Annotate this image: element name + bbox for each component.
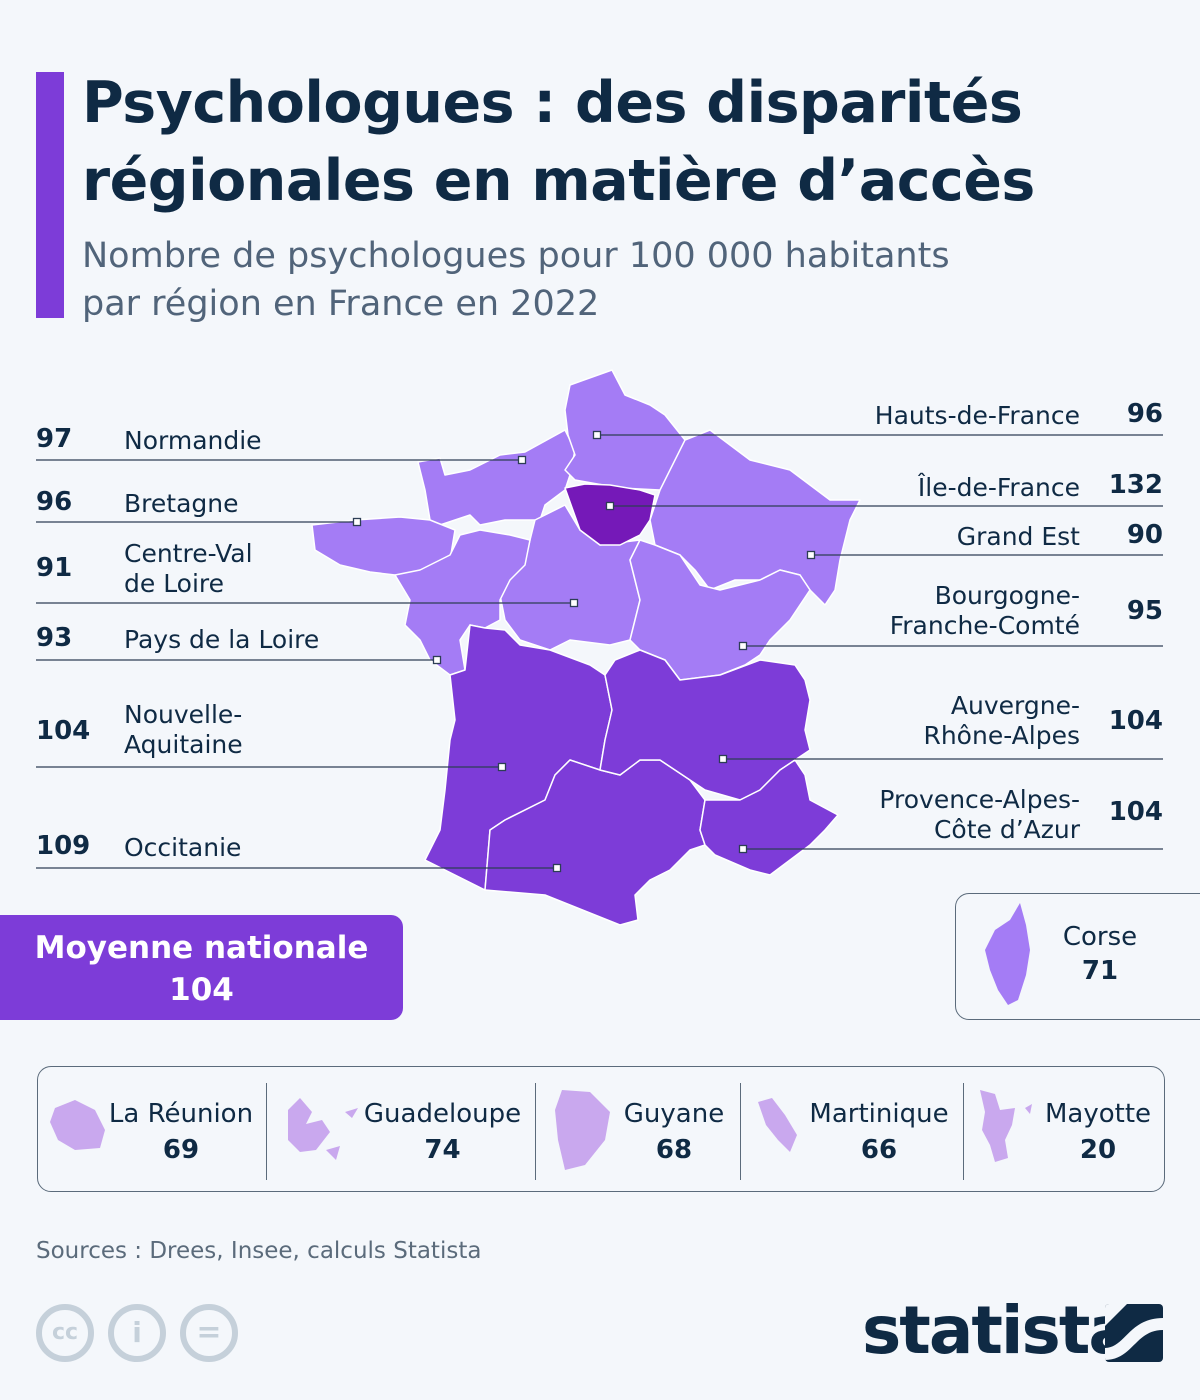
label-line: Bourgogne- xyxy=(934,581,1080,610)
marker-nouvelle-aquitaine xyxy=(497,762,507,772)
label-pays-de-la-loire: Pays de la Loire xyxy=(124,625,320,654)
label-line: de Loire xyxy=(124,569,225,598)
overseas-value: 74 xyxy=(424,1135,461,1165)
subtitle-line-2: par région en France en 2022 xyxy=(82,284,600,324)
national-average-label: Moyenne nationale xyxy=(34,930,369,966)
statista-logo[interactable]: statista xyxy=(862,1292,1133,1369)
overseas-value: 20 xyxy=(1079,1135,1117,1165)
title-line-2: régionales en matière d’accès xyxy=(82,148,1035,214)
label-occitanie: Occitanie xyxy=(124,833,242,862)
label-normandie: Normandie xyxy=(124,426,262,455)
overseas-name: Martinique xyxy=(809,1099,949,1129)
source-note: Sources : Drees, Insee, calculs Statista xyxy=(36,1238,482,1264)
subtitle-line-1: Nombre de psychologues pour 100 000 habi… xyxy=(82,236,950,276)
label-nouvelle-aquitaine: Nouvelle- Aquitaine xyxy=(124,700,243,760)
marker-grand-est xyxy=(806,550,816,560)
marker-bretagne xyxy=(352,517,362,527)
overseas-name: Mayotte xyxy=(1044,1099,1152,1129)
divider xyxy=(535,1083,536,1180)
national-average-value: 104 xyxy=(169,972,234,1008)
value-bourgogne: 95 xyxy=(1126,596,1163,626)
label-line: Centre-Val xyxy=(124,539,253,568)
divider xyxy=(266,1083,267,1180)
label-hauts-de-france: Hauts-de-France xyxy=(874,401,1080,430)
no-derivatives-icon[interactable]: = xyxy=(180,1304,238,1362)
overseas-name: La Réunion xyxy=(108,1099,254,1129)
accent-bar xyxy=(36,72,64,318)
corse-value: 71 xyxy=(1081,956,1119,986)
overseas-value: 69 xyxy=(162,1135,200,1165)
label-line: Aquitaine xyxy=(124,730,243,759)
region-bourgogne-franche-comte xyxy=(629,539,811,681)
marker-paca xyxy=(738,844,748,854)
value-pays-de-la-loire: 93 xyxy=(36,623,73,653)
overseas-box xyxy=(37,1066,1165,1192)
value-normandie: 97 xyxy=(36,424,73,454)
marker-bourgogne xyxy=(738,641,748,651)
label-line: Nouvelle- xyxy=(124,700,243,729)
value-grand-est: 90 xyxy=(1126,520,1163,550)
marker-occitanie xyxy=(552,863,562,873)
label-paca: Provence-Alpes- Côte d’Azur xyxy=(879,785,1080,845)
label-bretagne: Bretagne xyxy=(124,489,239,518)
overseas-reunion: La Réunion 69 xyxy=(106,1096,256,1168)
marker-centre xyxy=(569,598,579,608)
label-centre: Centre-Val de Loire xyxy=(124,539,253,599)
page-title: Psychologues : des disparités régionales … xyxy=(82,64,1035,220)
value-occitanie: 109 xyxy=(36,831,91,861)
marker-auvergne xyxy=(718,754,728,764)
region-grand-est xyxy=(649,429,861,606)
subtitle: Nombre de psychologues pour 100 000 habi… xyxy=(82,232,950,328)
region-normandie xyxy=(417,429,576,526)
overseas-value: 66 xyxy=(860,1135,898,1165)
corse-label: Corse xyxy=(1062,922,1138,952)
label-auvergne: Auvergne- Rhône-Alpes xyxy=(923,691,1080,751)
value-auvergne: 104 xyxy=(1108,706,1163,736)
cc-icon[interactable]: cc xyxy=(36,1304,94,1362)
mayotte-shape xyxy=(980,1090,1032,1162)
overseas-name: Guyane xyxy=(623,1099,725,1129)
label-grand-est: Grand Est xyxy=(956,522,1080,551)
title-line-1: Psychologues : des disparités xyxy=(82,70,1023,136)
overseas-guyane: Guyane 68 xyxy=(620,1096,728,1168)
region-paca xyxy=(699,759,839,876)
overseas-mayotte: Mayotte 20 xyxy=(1040,1096,1156,1168)
value-ile-de-france: 132 xyxy=(1108,470,1163,500)
label-line: Provence-Alpes- xyxy=(879,785,1080,814)
region-ile-de-france xyxy=(564,483,656,546)
reunion-shape xyxy=(50,1100,105,1150)
value-paca: 104 xyxy=(1108,797,1163,827)
national-average-box: Moyenne nationale 104 xyxy=(0,915,403,1020)
marker-pays-de-la-loire xyxy=(432,655,442,665)
overseas-guadeloupe: Guadeloupe 74 xyxy=(360,1096,525,1168)
martinique-shape xyxy=(758,1098,797,1152)
overseas-value: 68 xyxy=(655,1135,693,1165)
corse-box xyxy=(955,893,1200,1020)
overseas-name: Guadeloupe xyxy=(363,1099,522,1129)
label-line: Rhône-Alpes xyxy=(923,721,1080,750)
statista-logo-icon xyxy=(1105,1304,1163,1362)
label-line: Franche-Comté xyxy=(889,611,1080,640)
guadeloupe-shape xyxy=(288,1098,358,1160)
overseas-martinique: Martinique 66 xyxy=(805,1096,953,1168)
value-bretagne: 96 xyxy=(36,487,73,517)
attribution-icon[interactable]: i xyxy=(108,1304,166,1362)
label-bourgogne: Bourgogne- Franche-Comté xyxy=(890,581,1080,641)
corse-shape xyxy=(985,903,1030,1005)
divider xyxy=(740,1083,741,1180)
label-line: Auvergne- xyxy=(950,691,1080,720)
marker-normandie xyxy=(517,455,527,465)
value-hauts-de-france: 96 xyxy=(1126,399,1163,429)
label-ile-de-france: Île-de-France xyxy=(917,473,1080,502)
value-centre: 91 xyxy=(36,553,73,583)
guyane-shape xyxy=(555,1090,610,1170)
divider xyxy=(963,1083,964,1180)
marker-hauts-de-france xyxy=(592,430,602,440)
marker-ile-de-france xyxy=(605,501,615,511)
value-nouvelle-aquitaine: 104 xyxy=(36,716,91,746)
label-line: Côte d’Azur xyxy=(933,815,1080,844)
